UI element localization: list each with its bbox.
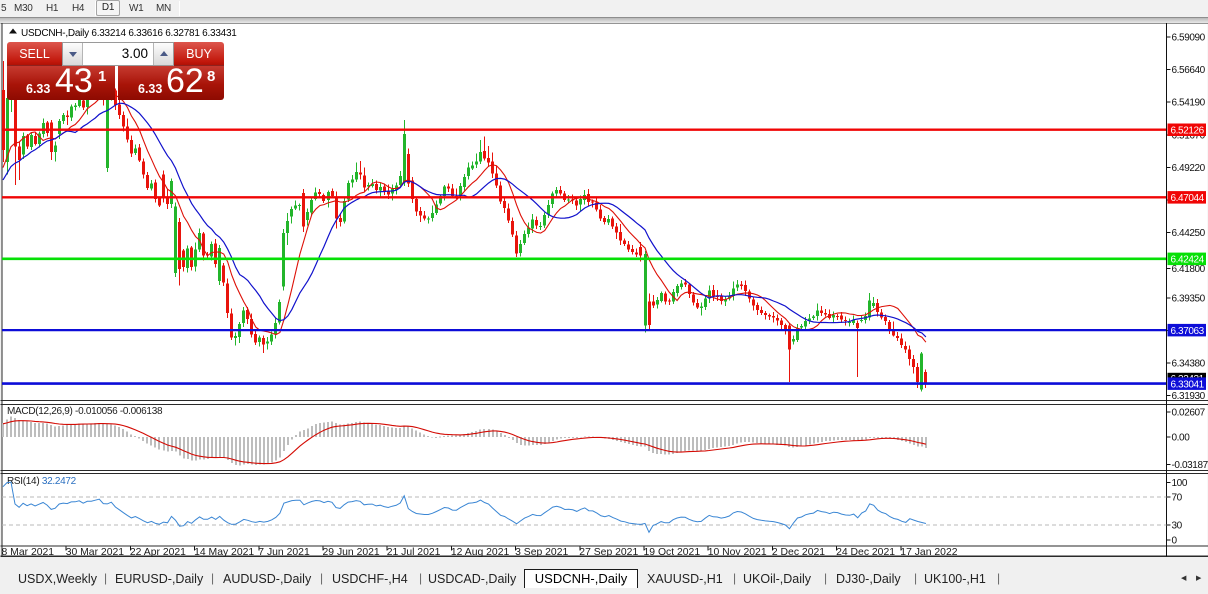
- svg-text:6.49220: 6.49220: [1172, 163, 1206, 174]
- svg-text:7 Jun 2021: 7 Jun 2021: [258, 547, 310, 558]
- svg-text:6.56640: 6.56640: [1172, 65, 1206, 76]
- svg-text:6.31930: 6.31930: [1172, 391, 1206, 402]
- svg-text:6.54190: 6.54190: [1172, 98, 1206, 109]
- svg-text:100: 100: [1172, 478, 1188, 489]
- svg-text:30: 30: [1172, 521, 1183, 532]
- svg-text:70: 70: [1172, 493, 1183, 504]
- svg-text:6.33041: 6.33041: [1171, 379, 1205, 390]
- svg-text:6.39350: 6.39350: [1172, 293, 1206, 304]
- svg-text:MACD(12,26,9) -0.010056 -0.006: MACD(12,26,9) -0.010056 -0.006138: [7, 406, 163, 417]
- svg-text:6.41800: 6.41800: [1172, 264, 1206, 275]
- svg-text:0.02607: 0.02607: [1172, 407, 1206, 418]
- svg-text:6.59090: 6.59090: [1172, 33, 1206, 44]
- svg-text:6.44250: 6.44250: [1172, 228, 1206, 239]
- svg-text:2 Dec 2021: 2 Dec 2021: [772, 547, 825, 558]
- svg-text:10 Nov 2021: 10 Nov 2021: [708, 547, 767, 558]
- svg-text:21 Jul 2021: 21 Jul 2021: [387, 547, 441, 558]
- svg-text:USDCNH-,Daily 6.33214 6.33616: USDCNH-,Daily 6.33214 6.33616 6.32781 6.…: [21, 28, 237, 39]
- svg-text:3 Sep 2021: 3 Sep 2021: [515, 547, 568, 558]
- svg-text:6.37063: 6.37063: [1171, 326, 1205, 337]
- svg-text:24 Dec 2021: 24 Dec 2021: [836, 547, 895, 558]
- svg-text:-0.031872: -0.031872: [1172, 460, 1208, 471]
- svg-text:6.42424: 6.42424: [1171, 255, 1205, 266]
- svg-text:27 Sep 2021: 27 Sep 2021: [579, 547, 638, 558]
- svg-text:14 May 2021: 14 May 2021: [194, 547, 254, 558]
- svg-text:RSI(14) 32.2472: RSI(14) 32.2472: [7, 476, 77, 487]
- svg-text:12 Aug 2021: 12 Aug 2021: [451, 547, 510, 558]
- svg-text:30 Mar 2021: 30 Mar 2021: [66, 547, 125, 558]
- svg-text:19 Oct 2021: 19 Oct 2021: [644, 547, 701, 558]
- svg-text:6.47044: 6.47044: [1171, 193, 1205, 204]
- svg-text:6.52126: 6.52126: [1171, 126, 1205, 137]
- svg-text:6.34380: 6.34380: [1172, 359, 1206, 370]
- svg-text:0: 0: [1172, 536, 1178, 547]
- svg-text:22 Apr 2021: 22 Apr 2021: [130, 547, 186, 558]
- svg-text:17 Jan 2022: 17 Jan 2022: [900, 547, 957, 558]
- svg-text:29 Jun 2021: 29 Jun 2021: [323, 547, 380, 558]
- svg-text:0.00: 0.00: [1172, 433, 1191, 444]
- svg-text:8 Mar 2021: 8 Mar 2021: [2, 547, 55, 558]
